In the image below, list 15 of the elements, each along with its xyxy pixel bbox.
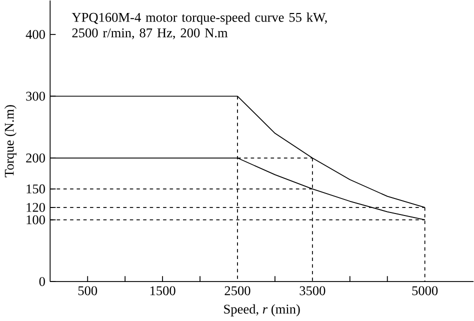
y-tick-label: 200 (26, 154, 45, 163)
y-tick-label: 0 (39, 277, 45, 286)
y-tick-label: 400 (26, 30, 45, 40)
x-tick-label: 5000 (412, 286, 438, 296)
y-tick-label: 150 (26, 184, 45, 194)
y-tick-label: 120 (26, 203, 45, 212)
text: YPQ160M-4 motor torque-speed curve 55 kW, 2500 r/min, 87 Hz, 200 N.m (72, 12, 327, 40)
y-tick-label: 100 (26, 215, 45, 224)
x-axis-title: Speed, r (min) (224, 304, 300, 316)
x-tick-label: 2500 (224, 286, 250, 296)
x-tick-label: 1500 (150, 286, 176, 296)
x-tick-label: 3500 (300, 286, 326, 296)
x-tick-label: 500 (78, 286, 98, 296)
y-tick-label: 300 (26, 92, 45, 101)
y-axis-title: Torque (N.m) (4, 105, 16, 178)
